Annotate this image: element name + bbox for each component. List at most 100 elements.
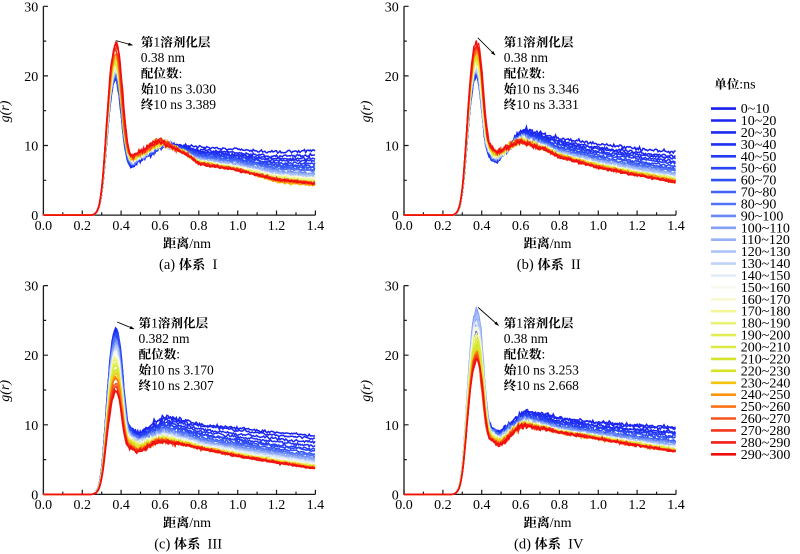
- svg-text:1.2: 1.2: [268, 219, 286, 234]
- svg-text:10~20: 10~20: [741, 114, 777, 129]
- svg-text:I: I: [205, 257, 217, 273]
- svg-text:0.4: 0.4: [473, 498, 491, 513]
- svg-text:/nm: /nm: [550, 237, 572, 252]
- svg-text:10 ns 2.307: 10 ns 2.307: [151, 378, 214, 393]
- svg-text:0.38 nm: 0.38 nm: [504, 331, 549, 346]
- svg-text:1: 1: [516, 35, 523, 50]
- svg-text:0.2: 0.2: [434, 498, 452, 513]
- svg-text:0.0: 0.0: [35, 498, 53, 513]
- svg-text:10 ns 3.346: 10 ns 3.346: [516, 81, 579, 96]
- svg-text:/nm: /nm: [189, 516, 211, 531]
- svg-text:0~10: 0~10: [741, 102, 770, 117]
- svg-text:0.6: 0.6: [151, 219, 169, 234]
- svg-text:1.4: 1.4: [307, 219, 325, 234]
- svg-text:40~50: 40~50: [741, 150, 777, 165]
- svg-text:g(r): g(r): [359, 100, 374, 122]
- svg-text:(a): (a): [159, 257, 175, 273]
- svg-text:10 ns 3.170: 10 ns 3.170: [151, 362, 214, 377]
- svg-text:1.4: 1.4: [667, 498, 685, 513]
- svg-text:260~270: 260~270: [741, 412, 791, 427]
- svg-text:(c): (c): [154, 536, 170, 552]
- svg-text:0.38 nm: 0.38 nm: [141, 50, 186, 65]
- svg-text:20: 20: [385, 70, 399, 85]
- svg-text:1: 1: [151, 316, 158, 331]
- svg-text:1.0: 1.0: [590, 219, 608, 234]
- svg-text:130~140: 130~140: [741, 257, 791, 272]
- svg-text:g(r): g(r): [0, 380, 13, 402]
- svg-text:0.6: 0.6: [151, 498, 169, 513]
- svg-text:0: 0: [392, 209, 399, 224]
- svg-text:280~290: 280~290: [741, 436, 791, 451]
- svg-text::ns: :ns: [739, 78, 755, 93]
- svg-text:0.6: 0.6: [512, 219, 530, 234]
- svg-text:0.8: 0.8: [190, 498, 208, 513]
- svg-text:0.0: 0.0: [395, 498, 413, 513]
- svg-text:20: 20: [385, 349, 399, 364]
- svg-text:190~200: 190~200: [741, 329, 791, 344]
- svg-text:30: 30: [385, 0, 399, 15]
- svg-text:0.2: 0.2: [74, 498, 92, 513]
- svg-text:140~150: 140~150: [741, 269, 791, 284]
- svg-text:0.8: 0.8: [551, 498, 569, 513]
- svg-text:150~160: 150~160: [741, 281, 791, 296]
- svg-text:1: 1: [516, 316, 523, 331]
- svg-text:1.4: 1.4: [667, 219, 685, 234]
- svg-text:10: 10: [24, 419, 38, 434]
- svg-text:10: 10: [385, 140, 399, 155]
- svg-text:100~110: 100~110: [741, 221, 790, 236]
- svg-text:80~90: 80~90: [741, 198, 777, 213]
- svg-text:g(r): g(r): [359, 380, 374, 402]
- svg-text:10 ns 3.030: 10 ns 3.030: [153, 81, 216, 96]
- svg-text:20~30: 20~30: [741, 126, 777, 141]
- svg-text:30: 30: [24, 280, 38, 295]
- svg-text:(d): (d): [514, 536, 531, 552]
- svg-text::: :: [179, 66, 183, 81]
- svg-text:1.4: 1.4: [307, 498, 325, 513]
- svg-text:/nm: /nm: [550, 516, 572, 531]
- svg-text:/nm: /nm: [189, 237, 211, 252]
- svg-text:110~120: 110~120: [741, 233, 790, 248]
- svg-text:10 ns 3.331: 10 ns 3.331: [516, 97, 579, 112]
- svg-text:70~80: 70~80: [741, 186, 777, 201]
- svg-text:170~180: 170~180: [741, 305, 791, 320]
- svg-text:10 ns 3.389: 10 ns 3.389: [153, 97, 216, 112]
- svg-text:230~240: 230~240: [741, 376, 791, 391]
- svg-text:20: 20: [24, 70, 38, 85]
- svg-text:0.38 nm: 0.38 nm: [504, 50, 549, 65]
- svg-text:(b): (b): [517, 257, 534, 273]
- svg-text::: :: [542, 66, 546, 81]
- svg-text:20: 20: [24, 349, 38, 364]
- svg-text:120~130: 120~130: [741, 245, 791, 260]
- svg-text:III: III: [200, 536, 222, 552]
- svg-text:0.6: 0.6: [512, 498, 530, 513]
- svg-text:g(r): g(r): [0, 100, 13, 122]
- svg-text:IV: IV: [561, 536, 584, 552]
- svg-text:0: 0: [31, 209, 38, 224]
- svg-text:1.0: 1.0: [229, 498, 247, 513]
- svg-text:0.4: 0.4: [112, 498, 130, 513]
- svg-text:0.4: 0.4: [112, 219, 130, 234]
- svg-text:0.2: 0.2: [434, 219, 452, 234]
- svg-text:II: II: [564, 257, 581, 273]
- svg-text:0.382 nm: 0.382 nm: [139, 331, 191, 346]
- svg-text:10: 10: [24, 140, 38, 155]
- svg-text:0.8: 0.8: [190, 219, 208, 234]
- svg-text::: :: [176, 347, 180, 362]
- svg-text:0.8: 0.8: [551, 219, 569, 234]
- svg-text:180~190: 180~190: [741, 317, 791, 332]
- svg-text:250~260: 250~260: [741, 400, 791, 415]
- svg-text:1.2: 1.2: [628, 498, 646, 513]
- svg-text:30: 30: [385, 280, 399, 295]
- svg-text:270~280: 270~280: [741, 424, 791, 439]
- svg-text:50~60: 50~60: [741, 162, 777, 177]
- svg-text:1.0: 1.0: [590, 498, 608, 513]
- svg-text:0.4: 0.4: [473, 219, 491, 234]
- svg-text:200~210: 200~210: [741, 341, 791, 356]
- svg-text:0.0: 0.0: [395, 219, 413, 234]
- svg-text:160~170: 160~170: [741, 293, 791, 308]
- svg-text:1.2: 1.2: [268, 498, 286, 513]
- svg-text:30~40: 30~40: [741, 138, 777, 153]
- svg-text:10 ns 3.253: 10 ns 3.253: [516, 362, 579, 377]
- svg-text:0: 0: [31, 488, 38, 503]
- svg-text::: :: [542, 347, 546, 362]
